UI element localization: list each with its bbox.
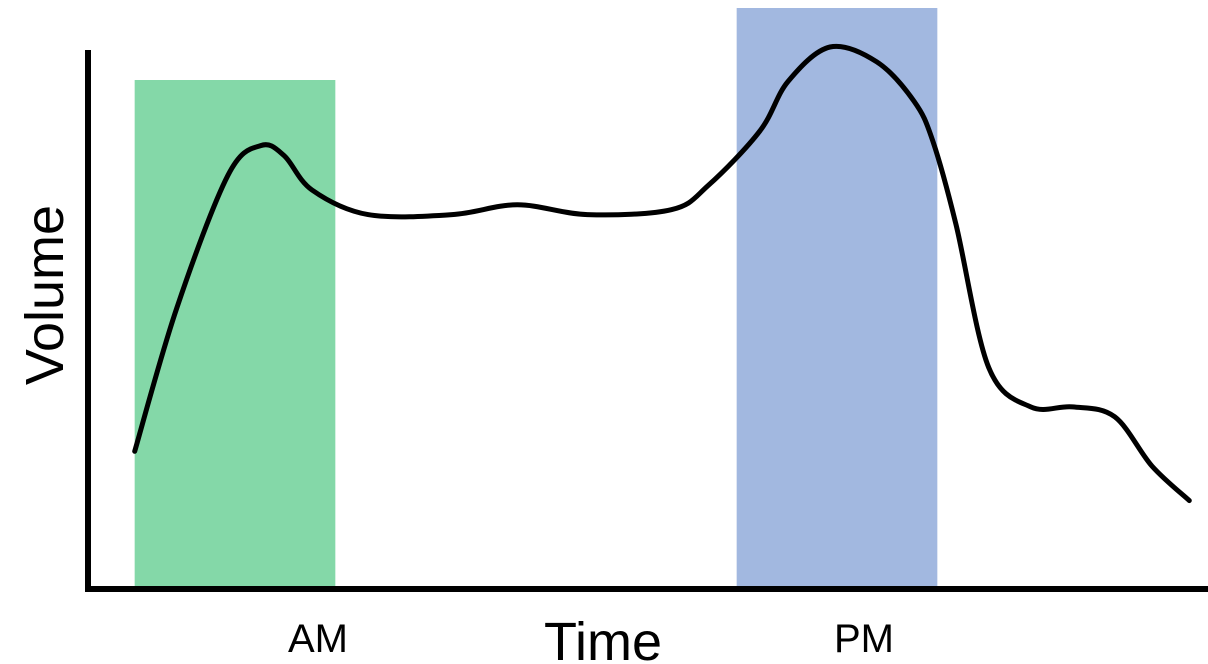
- pm-highlight-band: [736, 8, 938, 586]
- x-axis-title: Time: [544, 612, 662, 664]
- chart-axes: [85, 50, 1208, 592]
- y-axis-title: Volume: [15, 205, 75, 385]
- am-tick-label: AM: [288, 617, 348, 661]
- am-highlight-band: [134, 80, 336, 586]
- highlight-bands: [134, 8, 938, 586]
- pm-tick-label: PM: [834, 617, 894, 661]
- series-line: [132, 43, 1192, 504]
